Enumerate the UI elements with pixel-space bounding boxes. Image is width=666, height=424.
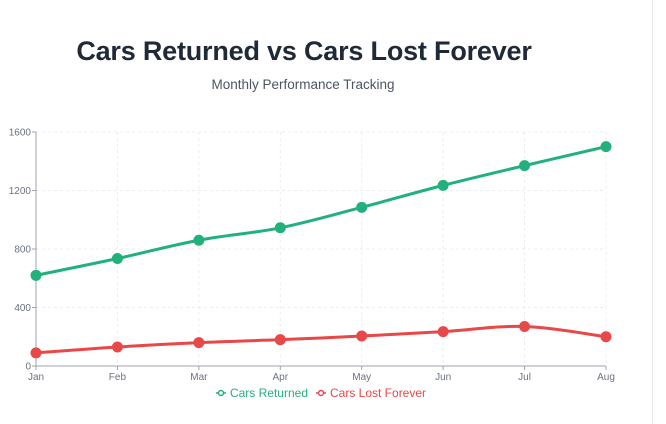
data-point-cars-returned[interactable] (600, 141, 612, 153)
data-point-cars-lost-forever[interactable] (193, 337, 205, 349)
legend-label: Cars Returned (230, 386, 308, 400)
panel-divider (652, 0, 653, 424)
x-tick-label: May (352, 372, 371, 383)
data-point-cars-lost-forever[interactable] (600, 331, 612, 343)
data-point-cars-lost-forever[interactable] (111, 341, 123, 353)
data-point-cars-lost-forever[interactable] (437, 326, 449, 338)
series-cars-lost-forever (30, 321, 612, 359)
y-tick-label: 1600 (9, 128, 32, 139)
data-point-cars-lost-forever[interactable] (30, 347, 42, 359)
y-tick-label: 800 (14, 245, 31, 256)
data-point-cars-lost-forever[interactable] (519, 321, 531, 333)
legend-marker-icon (317, 389, 325, 397)
x-tick-label: Feb (109, 372, 127, 383)
data-point-cars-returned[interactable] (30, 269, 42, 281)
legend-item-cars-returned[interactable]: Cars Returned (215, 386, 308, 400)
data-point-cars-lost-forever[interactable] (356, 330, 368, 342)
legend-label: Cars Lost Forever (330, 386, 426, 400)
legend-marker-icon (217, 389, 225, 397)
y-tick-label: 0 (25, 362, 31, 373)
x-tick-label: Apr (273, 372, 289, 383)
legend[interactable]: Cars Returned Cars Lost Forever (215, 386, 426, 400)
series-line-cars-lost-forever (34, 324, 608, 355)
y-tick-label: 1200 (9, 186, 32, 197)
data-point-cars-lost-forever[interactable] (274, 334, 286, 346)
data-point-cars-returned[interactable] (111, 253, 123, 265)
data-point-cars-returned[interactable] (274, 222, 286, 234)
data-point-cars-returned[interactable] (356, 201, 368, 213)
series-layer (30, 141, 612, 359)
x-tick-label: Jul (518, 372, 531, 383)
axes: 0 400 800 1200 1600 Jan Feb Mar Apr May Jun Jul Aug (9, 128, 615, 384)
data-point-cars-returned[interactable] (193, 234, 205, 246)
data-point-cars-returned[interactable] (437, 179, 449, 191)
series-cars-returned (30, 141, 612, 281)
y-tick-label: 400 (14, 303, 31, 314)
chart-title: Cars Returned vs Cars Lost Forever (76, 36, 532, 66)
chart-subtitle: Monthly Performance Tracking (211, 77, 395, 92)
x-tick-label: Aug (597, 372, 615, 383)
series-line-cars-returned (34, 145, 608, 277)
x-tick-label: Mar (190, 372, 208, 383)
legend-item-cars-lost-forever[interactable]: Cars Lost Forever (316, 386, 426, 400)
x-tick-label: Jan (28, 372, 44, 383)
data-point-cars-returned[interactable] (519, 160, 531, 172)
x-tick-label: Jun (435, 372, 451, 383)
